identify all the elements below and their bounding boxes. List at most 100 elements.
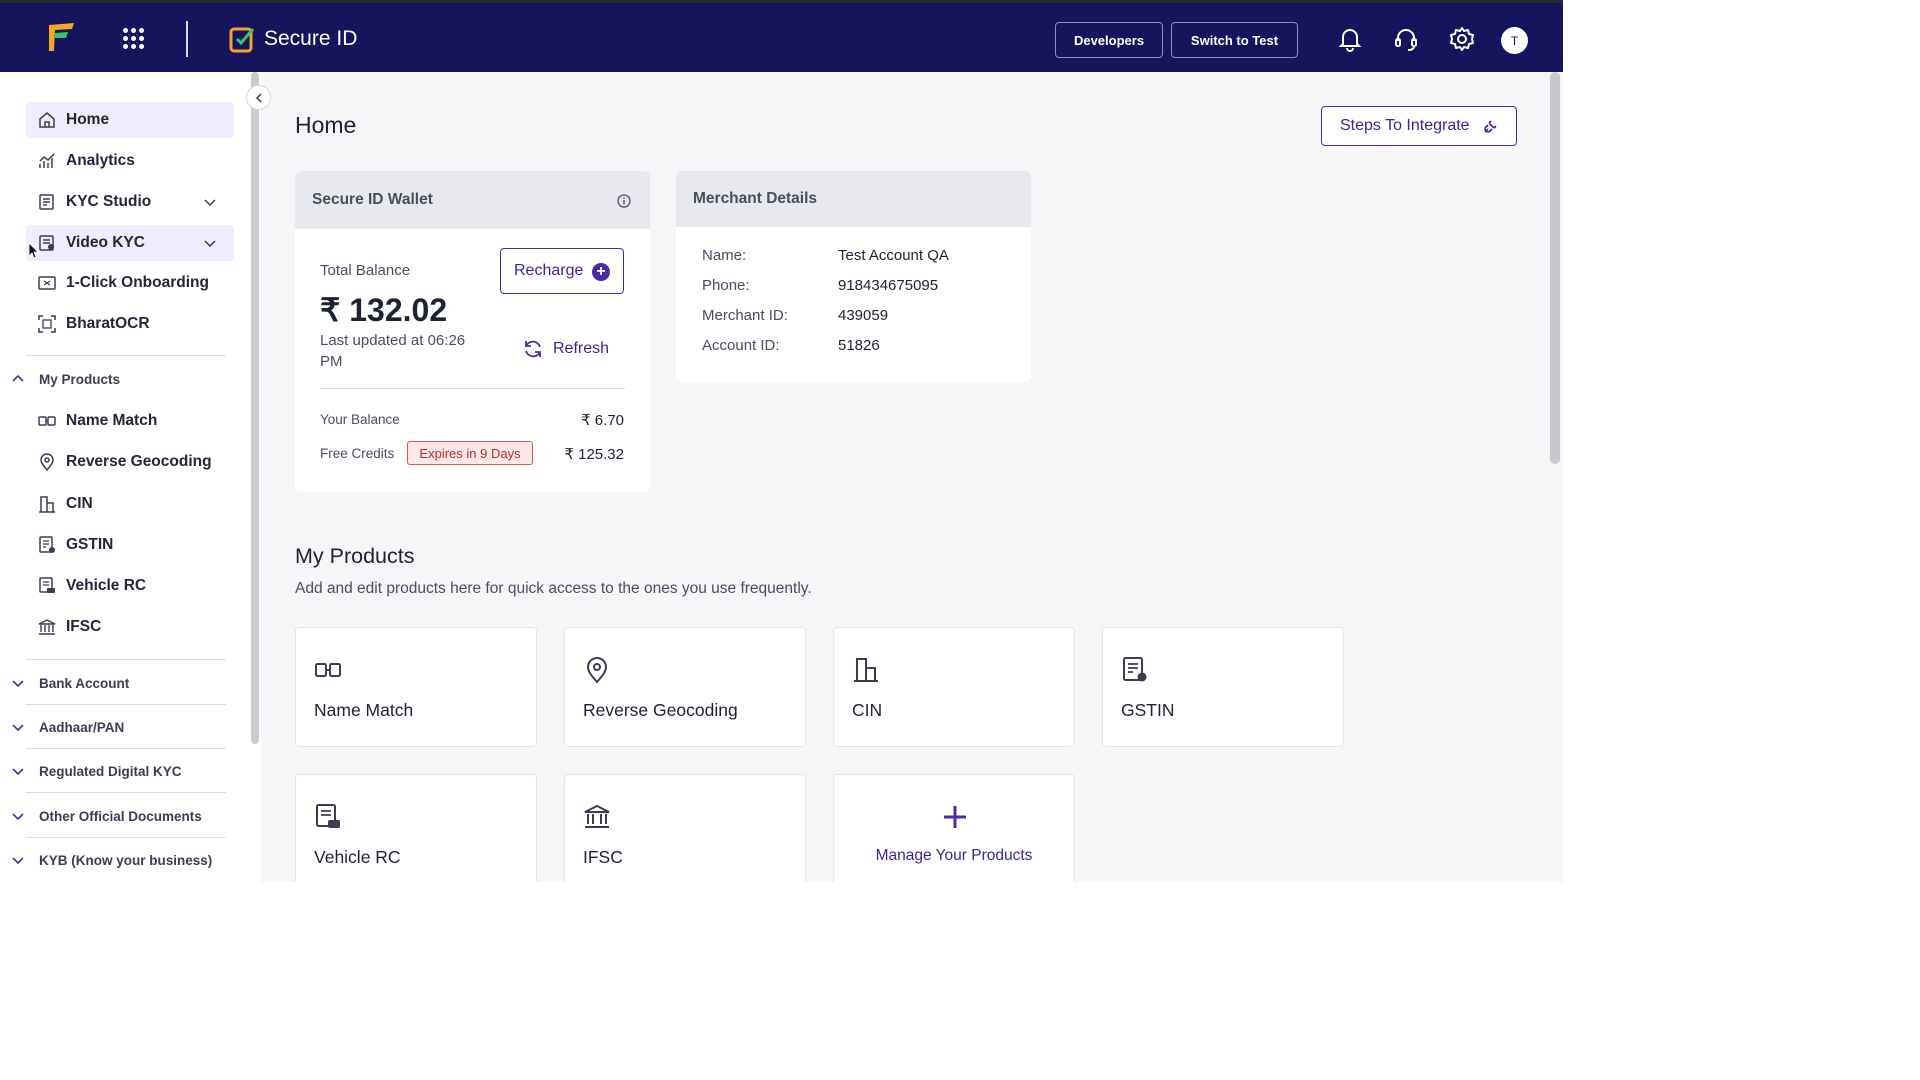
sidebar-item-label: KYC Studio [66, 193, 152, 210]
your-balance-value: ₹ 6.70 [581, 412, 624, 429]
chevron-up-icon [12, 374, 24, 382]
sidebar-scrollbar[interactable] [251, 72, 259, 744]
location-pin-icon [40, 453, 54, 471]
merchant-card-header: Merchant Details [676, 171, 1031, 227]
divider [320, 388, 625, 389]
mouse-cursor-icon [28, 242, 39, 259]
plus-circle-icon: + [592, 263, 610, 281]
merchant-name-value: Test Account QA [838, 247, 949, 264]
sidebar-item-label: Analytics [66, 152, 135, 169]
sidebar-item-label: GSTIN [66, 536, 114, 553]
main-scrollbar[interactable] [1550, 72, 1560, 464]
sidebar-item-video-kyc[interactable]: Video KYC [26, 225, 234, 261]
analytics-icon [39, 153, 55, 168]
product-title: Secure ID [264, 27, 358, 50]
plus-icon [944, 806, 966, 828]
sidebar-item-label: BharatOCR [66, 315, 150, 332]
document-icon [1123, 657, 1147, 682]
divider [26, 792, 226, 793]
bank-icon [38, 619, 56, 635]
merchant-phone-value: 918434675095 [838, 277, 939, 294]
product-tile-gstin[interactable]: GSTIN [1102, 627, 1344, 747]
sidebar-item-1-click-onboarding[interactable]: 1-Click Onboarding [26, 265, 234, 301]
home-icon [39, 112, 55, 128]
sidebar-group-regulated-digital-kyc[interactable]: Regulated Digital KYC [12, 759, 226, 783]
sidebar-item-vehicle-rc[interactable]: Vehicle RC [26, 568, 234, 604]
sidebar-group-other-official-documents[interactable]: Other Official Documents [12, 804, 226, 828]
sidebar-item-ifsc[interactable]: IFSC [26, 609, 234, 645]
recharge-button[interactable]: Recharge + [500, 248, 624, 294]
group-label: KYB (Know your business) [39, 852, 213, 868]
sidebar-item-analytics[interactable]: Analytics [26, 143, 234, 179]
free-credits-label: Free Credits [320, 446, 395, 461]
product-tile-cin[interactable]: CIN [833, 627, 1075, 747]
product-tile-vehicle-rc[interactable]: Vehicle RC [295, 774, 537, 882]
sidebar-item-home[interactable]: Home [26, 102, 234, 138]
app-window: Secure ID Developers Switch to Test T Ho… [0, 0, 1563, 882]
sidebar-group-bank-account[interactable]: Bank Account [12, 671, 226, 695]
sidebar-item-kyc-studio[interactable]: KYC Studio [26, 184, 234, 220]
merchant-name-label: Name: [702, 247, 747, 264]
chevron-down-icon [204, 240, 216, 248]
refresh-button[interactable]: Refresh [522, 338, 609, 360]
product-tile-name-match[interactable]: Name Match [295, 627, 537, 747]
sidebar-item-gstin[interactable]: GSTIN [26, 527, 234, 563]
sidebar-group-kyb[interactable]: KYB (Know your business) [12, 848, 226, 872]
brand-logo-icon[interactable] [46, 21, 78, 53]
expires-badge: Expires in 9 Days [407, 441, 533, 465]
bell-icon[interactable] [1336, 25, 1364, 53]
sidebar-item-label: 1-Click Onboarding [66, 274, 209, 291]
name-match-icon [38, 416, 56, 426]
avatar[interactable]: T [1501, 27, 1528, 54]
gear-icon[interactable] [1448, 25, 1476, 53]
chevron-down-icon [12, 768, 24, 776]
sidebar-item-cin[interactable]: CIN [26, 486, 234, 522]
location-pin-icon [586, 657, 608, 684]
chevron-left-icon [255, 92, 262, 103]
my-products-subtitle: Add and edit products here for quick acc… [295, 580, 812, 597]
steps-to-integrate-button[interactable]: Steps To Integrate [1321, 106, 1517, 146]
group-label: Bank Account [39, 675, 130, 691]
sidebar-item-name-match[interactable]: Name Match [26, 403, 234, 439]
plug-icon [1484, 120, 1497, 133]
divider [26, 659, 226, 660]
divider [26, 748, 226, 749]
sidebar [0, 72, 261, 882]
sidebar-group-aadhaar-pan[interactable]: Aadhaar/PAN [12, 715, 226, 739]
developers-button[interactable]: Developers [1055, 22, 1163, 58]
sidebar-item-label: IFSC [66, 618, 102, 635]
chevron-down-icon [12, 680, 24, 688]
info-icon[interactable] [617, 194, 631, 208]
merchant-title: Merchant Details [693, 190, 818, 207]
chevron-down-icon [12, 813, 24, 821]
my-products-heading: My Products [295, 544, 415, 568]
divider [186, 21, 188, 57]
product-tile-ifsc[interactable]: IFSC [564, 774, 806, 882]
collapse-sidebar-button[interactable] [246, 85, 271, 110]
refresh-icon [525, 340, 541, 358]
product-tile-reverse-geocoding[interactable]: Reverse Geocoding [564, 627, 806, 747]
sidebar-item-bharatocr[interactable]: BharatOCR [26, 306, 234, 342]
sidebar-item-label: CIN [66, 495, 93, 512]
apps-grid-icon[interactable] [123, 28, 145, 50]
merchant-id-value: 439059 [838, 307, 889, 324]
sidebar-item-reverse-geocoding[interactable]: Reverse Geocoding [26, 444, 234, 480]
tile-label: IFSC [583, 847, 623, 867]
total-balance-label: Total Balance [320, 262, 411, 279]
merchant-id-label: Merchant ID: [702, 307, 788, 324]
switch-to-test-button[interactable]: Switch to Test [1171, 22, 1298, 58]
tile-label: Vehicle RC [314, 847, 401, 867]
sidebar-item-label: Name Match [66, 412, 158, 429]
group-label: Other Official Documents [39, 808, 202, 824]
manage-products-tile[interactable]: Manage Your Products [833, 774, 1075, 882]
page-title: Home [295, 112, 357, 138]
sidebar-group-my-products[interactable]: My Products [12, 367, 226, 391]
ocr-icon [38, 315, 56, 333]
headset-icon[interactable] [1392, 25, 1420, 53]
video-kyc-icon [39, 235, 54, 251]
chevron-down-icon [12, 857, 24, 865]
sidebar-item-label: Vehicle RC [66, 577, 147, 594]
merchant-phone-label: Phone: [702, 277, 750, 294]
wallet-card: Secure ID Wallet Total Balance Recharge … [295, 171, 650, 492]
building-icon [854, 658, 878, 682]
